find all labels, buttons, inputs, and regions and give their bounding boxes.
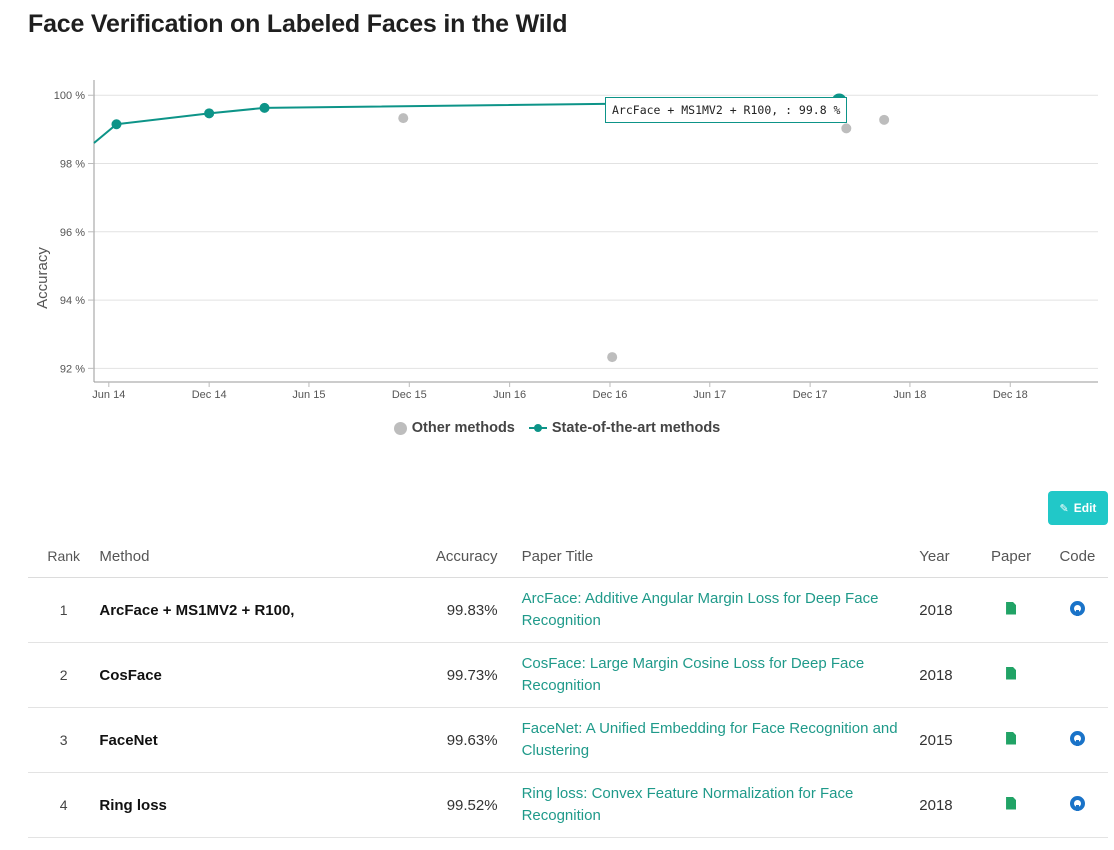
x-tick-label: Dec 18	[993, 389, 1028, 401]
accuracy-cell: 99.83%	[405, 577, 522, 643]
header-code[interactable]: Code	[1046, 535, 1108, 578]
other-method-point	[841, 123, 852, 134]
teal-line-icon	[528, 424, 547, 432]
other-method-point	[879, 114, 890, 125]
sota-point	[111, 119, 122, 130]
method-cell[interactable]: FaceNet	[99, 707, 406, 773]
header-year[interactable]: Year	[919, 535, 976, 578]
y-tick-label: 98 %	[60, 159, 85, 171]
sota-point	[259, 102, 270, 113]
method-cell[interactable]: ArcFace + MS1MV2 + R100,	[99, 577, 406, 643]
file-icon[interactable]	[1006, 796, 1017, 810]
page-title: Face Verification on Labeled Faces in th…	[28, 10, 568, 38]
legend-item-other[interactable]: Other methods	[393, 420, 515, 436]
x-tick-label: Jun 17	[693, 389, 726, 401]
accuracy-cell: 99.63%	[405, 707, 522, 773]
y-tick-label: 96 %	[60, 227, 85, 239]
header-paper-title[interactable]: Paper Title	[521, 535, 920, 578]
year-cell: 2018	[919, 772, 976, 838]
y-axis-ticks: 92 % 94 % 96 % 98 % 100 %	[54, 90, 94, 375]
pencil-icon: ✎	[1059, 502, 1069, 515]
table-row[interactable]: 2 CosFace 99.73% CosFace: Large Margin C…	[28, 642, 1108, 708]
y-tick-label: 100 %	[54, 90, 85, 102]
x-axis-ticks: Jun 14 Dec 14 Jun 15 Dec 15 Jun 16 Dec 16 Jun …	[92, 382, 1028, 401]
rank-cell: 4	[28, 772, 100, 838]
chart-legend: Other methods State-of-the-art methods	[0, 420, 1114, 436]
legend-item-sota[interactable]: State-of-the-art methods	[528, 420, 721, 436]
accuracy-cell: 99.73%	[405, 642, 522, 708]
x-tick-label: Dec 17	[793, 389, 828, 401]
x-tick-label: Dec 15	[392, 389, 427, 401]
table-row[interactable]: 4 Ring loss 99.52% Ring loss: Convex Fea…	[28, 772, 1108, 838]
sota-point	[204, 108, 215, 119]
file-icon[interactable]	[1006, 731, 1017, 745]
github-icon[interactable]	[1069, 600, 1085, 616]
edit-button-label: Edit	[1073, 501, 1097, 515]
paper-title-link[interactable]: CosFace: Large Margin Cosine Loss for De…	[521, 655, 865, 694]
accuracy-chart: 92 % 94 % 96 % 98 % 100 % Jun 14 Dec 14 Jun 15…	[34, 80, 1098, 401]
github-icon[interactable]	[1069, 795, 1085, 811]
other-method-point	[398, 113, 409, 124]
y-tick-label: 94 %	[60, 295, 85, 307]
method-cell[interactable]: Ring loss	[99, 772, 406, 838]
rank-cell: 3	[28, 707, 100, 773]
paper-title-link[interactable]: ArcFace: Additive Angular Margin Loss fo…	[521, 590, 879, 629]
leaderboard-table: Rank Method Accuracy Paper Title Year Pa…	[28, 535, 1108, 838]
other-method-point	[607, 352, 618, 363]
y-axis-label: Accuracy	[34, 247, 51, 309]
code-cell-empty	[1046, 642, 1108, 708]
rank-cell: 2	[28, 642, 100, 708]
header-method[interactable]: Method	[99, 535, 406, 578]
table-row[interactable]: 3 FaceNet 99.63% FaceNet: A Unified Embe…	[28, 707, 1108, 773]
paper-title-link[interactable]: FaceNet: A Unified Embedding for Face Re…	[521, 720, 898, 759]
edit-button[interactable]: ✎ Edit	[1048, 491, 1108, 525]
x-tick-label: Jun 15	[292, 389, 325, 401]
header-paper[interactable]: Paper	[975, 535, 1047, 578]
x-tick-label: Dec 14	[192, 389, 227, 401]
x-tick-label: Jun 14	[92, 389, 125, 401]
chart-tooltip: ArcFace + MS1MV2 + R100, : 99.8 %	[605, 97, 848, 123]
rank-cell: 1	[28, 577, 100, 643]
paper-title-link[interactable]: Ring loss: Convex Feature Normalization …	[521, 785, 854, 824]
accuracy-cell: 99.52%	[405, 772, 522, 838]
legend-label-sota: State-of-the-art methods	[551, 420, 721, 436]
x-tick-label: Jun 16	[493, 389, 526, 401]
method-cell[interactable]: CosFace	[99, 642, 406, 708]
gray-dot-icon	[393, 421, 407, 435]
legend-label-other: Other methods	[411, 420, 515, 436]
chart-gridlines	[93, 80, 1098, 383]
chart-series	[93, 93, 890, 363]
table-header-row: Rank Method Accuracy Paper Title Year Pa…	[28, 535, 1108, 578]
x-tick-label: Jun 18	[893, 389, 926, 401]
table-row[interactable]: 1 ArcFace + MS1MV2 + R100, 99.83% ArcFac…	[28, 577, 1108, 643]
file-icon[interactable]	[1006, 666, 1017, 680]
header-rank[interactable]: Rank	[28, 535, 100, 578]
year-cell: 2018	[919, 642, 976, 708]
x-tick-label: Dec 16	[593, 389, 628, 401]
file-icon[interactable]	[1006, 601, 1017, 615]
github-icon[interactable]	[1069, 730, 1085, 746]
y-tick-label: 92 %	[60, 363, 85, 375]
year-cell: 2018	[919, 577, 976, 643]
header-accuracy[interactable]: Accuracy	[405, 535, 522, 578]
year-cell: 2015	[919, 707, 976, 773]
